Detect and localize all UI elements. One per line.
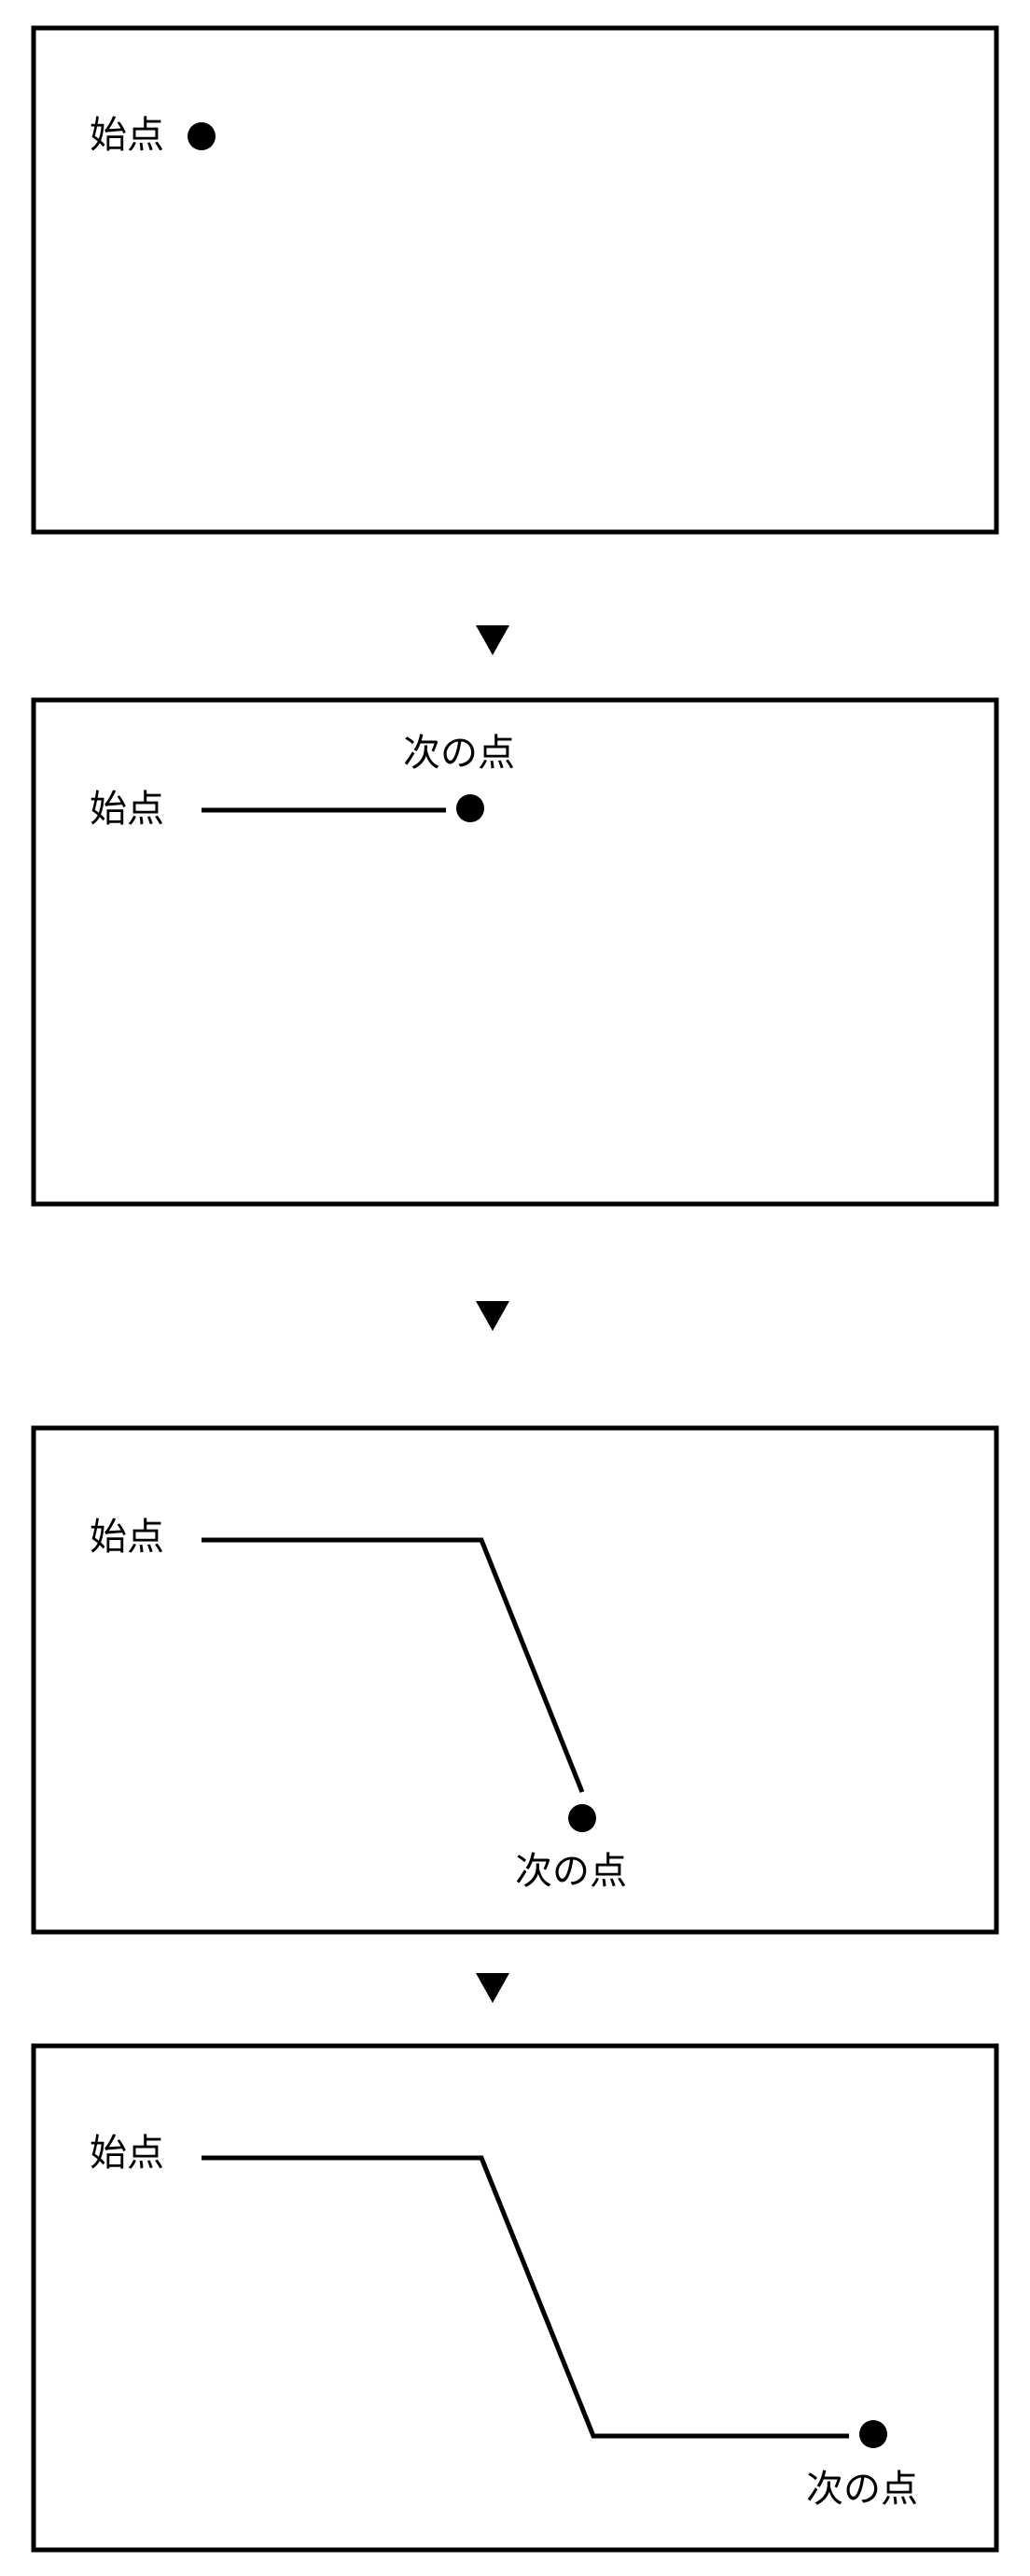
panel-4-path [202,2155,849,2439]
panel-1-start-label: 始点 [90,114,164,157]
panel-1-start-dot [188,122,216,150]
panel-3-start-label: 始点 [90,1516,164,1559]
panel-2-next-label: 次の点 [403,732,515,775]
down-triangle-icon-3 [476,1973,509,2003]
panel-3-frame [31,1425,999,1935]
panel-3-next-dot [568,1804,596,1832]
panel-3: 始点 次の点 [31,1425,999,1935]
down-triangle-icon-2 [476,1301,509,1331]
panel-4-start-label: 始点 [90,2132,164,2175]
panel-2-start-label: 始点 [90,788,164,831]
panel-4: 始点 次の点 [31,2043,999,2553]
panel-2: 次の点 始点 [31,697,999,1207]
panel-1: 始点 [31,25,999,535]
panel-4-next-label: 次の点 [806,2468,918,2511]
panel-2-next-dot [456,794,484,822]
panel-2-frame [31,697,999,1207]
panel-1-frame [31,25,999,535]
panel-4-next-dot [859,2420,887,2448]
down-triangle-icon-1 [476,625,509,655]
panel-4-frame [31,2043,999,2553]
panel-3-next-label: 次の点 [515,1850,627,1893]
panel-3-path [202,1537,585,1793]
